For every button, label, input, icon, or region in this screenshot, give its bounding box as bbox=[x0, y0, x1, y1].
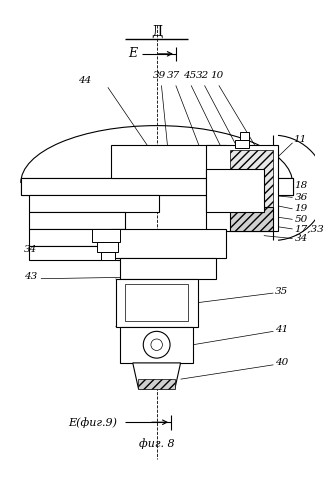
Text: Д: Д bbox=[151, 25, 162, 39]
Text: 19: 19 bbox=[295, 204, 308, 214]
Text: 45: 45 bbox=[183, 70, 196, 80]
Text: 32: 32 bbox=[196, 70, 209, 80]
Bar bbox=[120, 326, 193, 363]
Bar bbox=[206, 168, 264, 212]
Bar bbox=[21, 178, 293, 194]
Text: 34: 34 bbox=[295, 234, 308, 243]
Bar bbox=[206, 144, 278, 231]
Text: 35: 35 bbox=[275, 286, 289, 296]
Bar bbox=[235, 140, 250, 147]
Bar bbox=[115, 278, 198, 326]
Text: 43: 43 bbox=[24, 272, 37, 281]
Text: 34: 34 bbox=[24, 246, 37, 254]
Polygon shape bbox=[133, 363, 181, 388]
Bar bbox=[230, 150, 274, 226]
Bar bbox=[30, 194, 158, 212]
Bar bbox=[30, 212, 125, 229]
Bar bbox=[111, 144, 226, 178]
Text: 50: 50 bbox=[295, 215, 308, 224]
Bar bbox=[97, 242, 118, 252]
Text: 11: 11 bbox=[294, 136, 307, 144]
Text: 39: 39 bbox=[153, 70, 166, 80]
Bar bbox=[120, 258, 216, 278]
Text: Е(фиг.9): Е(фиг.9) bbox=[68, 417, 117, 428]
Bar bbox=[111, 229, 226, 258]
Text: 36: 36 bbox=[295, 193, 308, 202]
Text: 40: 40 bbox=[275, 358, 289, 368]
Text: 10: 10 bbox=[210, 70, 224, 80]
Polygon shape bbox=[138, 379, 175, 388]
Text: 17,33: 17,33 bbox=[295, 224, 324, 234]
Text: 44: 44 bbox=[78, 76, 92, 85]
Bar bbox=[30, 229, 125, 246]
Bar bbox=[240, 132, 250, 140]
Bar bbox=[30, 246, 125, 260]
Text: 41: 41 bbox=[275, 325, 289, 334]
Text: 18: 18 bbox=[295, 182, 308, 190]
Text: Е: Е bbox=[128, 48, 137, 60]
Bar bbox=[125, 284, 188, 321]
Text: фиг. 8: фиг. 8 bbox=[139, 438, 174, 448]
Bar bbox=[101, 252, 114, 260]
Text: 37: 37 bbox=[167, 70, 180, 80]
Bar bbox=[230, 207, 274, 231]
Bar bbox=[92, 229, 120, 242]
